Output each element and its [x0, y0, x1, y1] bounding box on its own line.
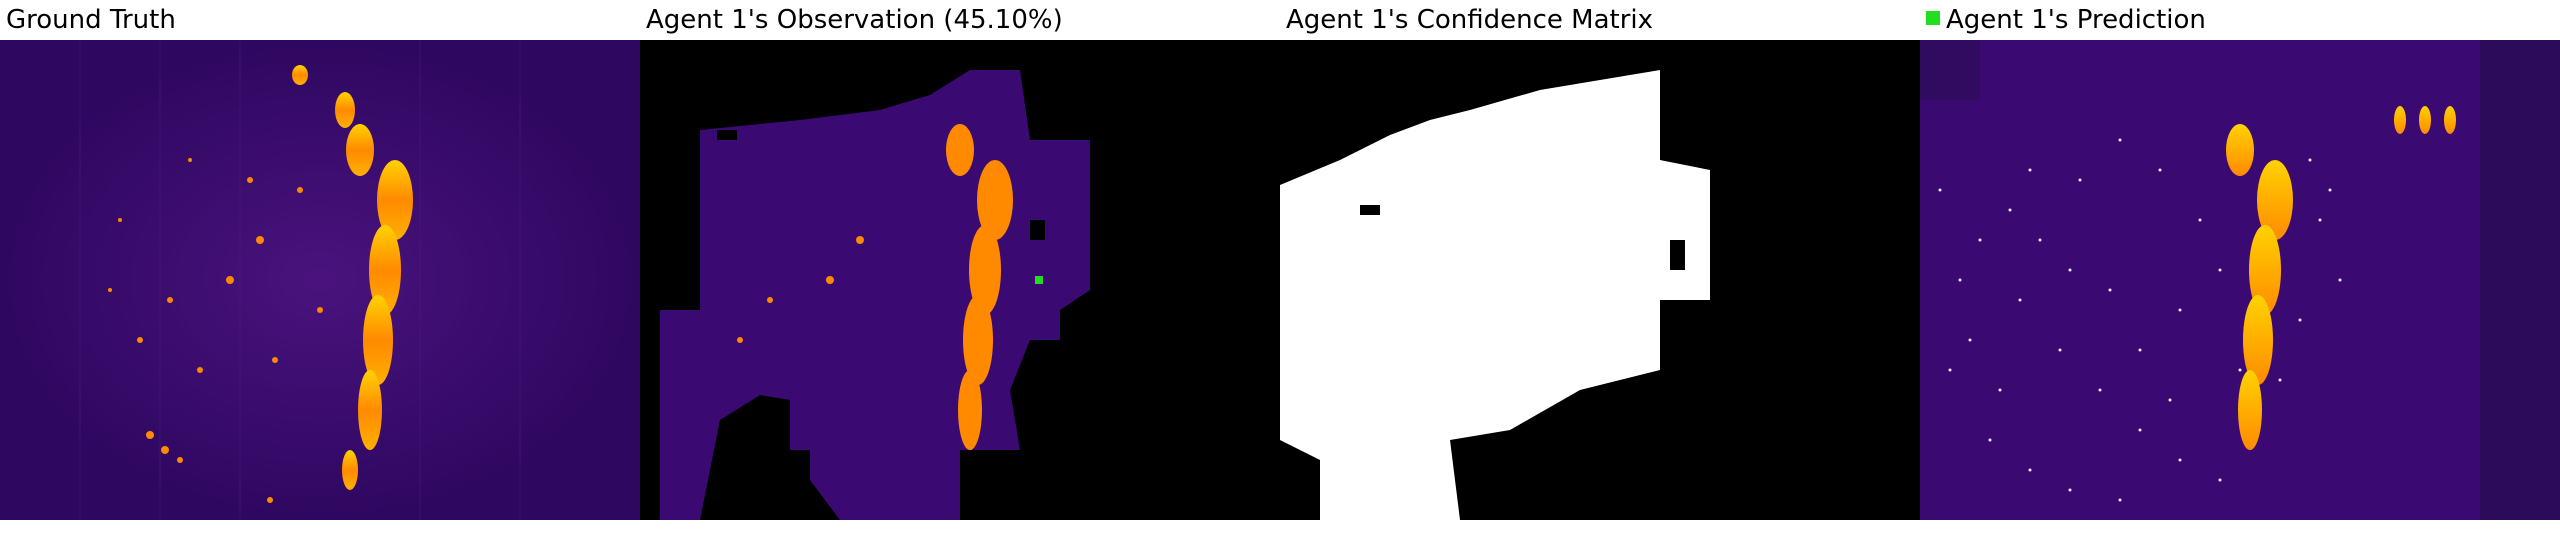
prediction-legend-swatch — [1926, 10, 1940, 25]
confidence-mask — [1280, 70, 1710, 520]
confidence-title: Agent 1's Confidence Matrix — [1286, 5, 1654, 35]
confidence-panel — [1280, 40, 1920, 520]
prediction-panel — [1920, 40, 2560, 520]
ground-truth-panel — [0, 40, 640, 520]
prediction-title: Agent 1's Prediction — [1926, 2, 2206, 38]
prediction-sample-dots — [1938, 138, 2342, 502]
hotspot-plume — [292, 65, 413, 490]
observation-panel — [640, 40, 1280, 520]
agent-marker — [1035, 276, 1043, 284]
ground-truth-title: Ground Truth — [6, 5, 176, 35]
observation-title: Agent 1's Observation (45.10%) — [646, 5, 1063, 35]
prediction-title-text: Agent 1's Prediction — [1946, 5, 2206, 35]
